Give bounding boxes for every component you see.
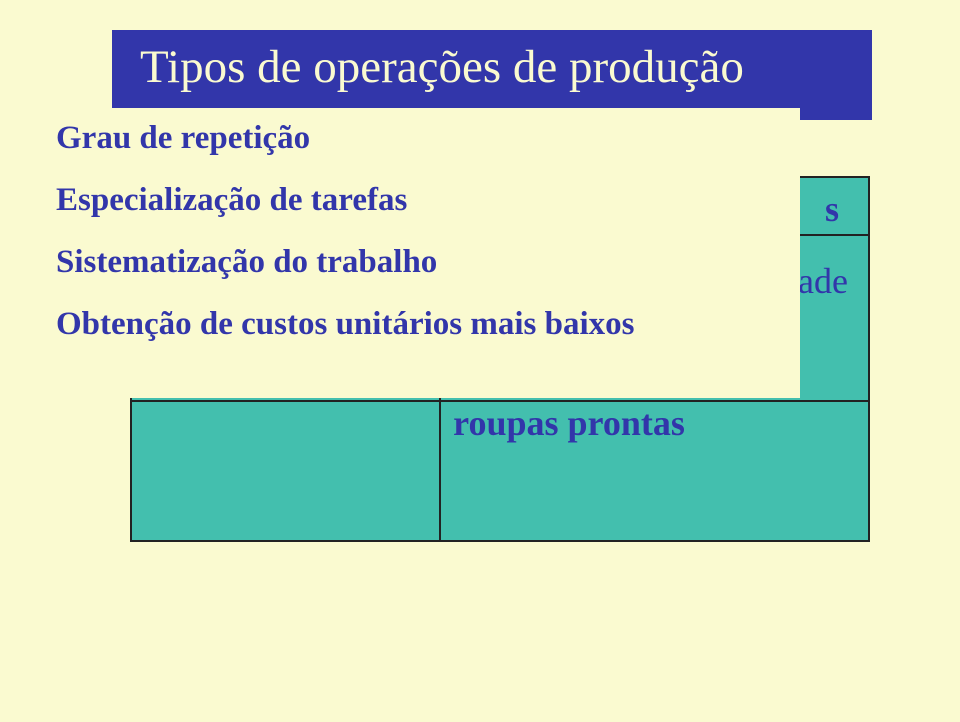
floating-fragment: s <box>825 188 839 230</box>
slide-title: Tipos de operações de produção <box>140 40 744 94</box>
title-box: Tipos de operações de produção <box>112 30 872 120</box>
callout-overlay: Grau de repetição Especialização de taref… <box>40 108 800 398</box>
table-row: roupas prontas <box>131 401 869 541</box>
slide: Volume Implicações Altoroupas prontas sd… <box>0 0 960 722</box>
overlay-line: Sistematização do trabalho <box>56 244 437 281</box>
overlay-line: Especialização de tarefas <box>56 182 407 219</box>
overlay-line: Obtenção de custos unitários mais baixos <box>56 306 634 343</box>
table-cell: roupas prontas <box>440 401 869 541</box>
table-cell <box>131 401 440 541</box>
overlay-line: Grau de repetição <box>56 120 310 157</box>
